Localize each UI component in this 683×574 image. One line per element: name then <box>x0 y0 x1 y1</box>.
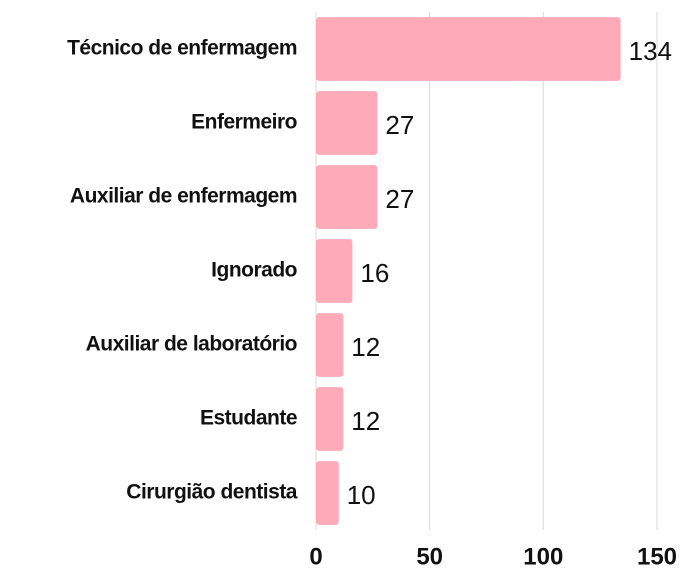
bar <box>316 165 378 229</box>
y-tick-label: Auxiliar de enfermagem <box>70 185 297 208</box>
value-label: 16 <box>360 258 389 288</box>
x-tick-label: 50 <box>416 543 443 570</box>
y-tick-label: Estudante <box>200 407 297 430</box>
y-tick-label: Técnico de enfermagem <box>67 37 297 60</box>
bar <box>316 239 353 303</box>
bar <box>316 91 378 155</box>
bar <box>316 387 344 451</box>
value-label: 12 <box>351 406 380 436</box>
bar <box>316 17 621 81</box>
y-tick-label: Ignorado <box>211 259 297 282</box>
value-label: 27 <box>385 110 414 140</box>
x-tick-label: 150 <box>637 543 677 570</box>
bar <box>316 313 344 377</box>
x-tick-label: 0 <box>309 543 322 570</box>
y-tick-label: Auxiliar de laboratório <box>86 333 297 356</box>
value-label: 10 <box>347 480 376 510</box>
x-tick-label: 100 <box>523 543 563 570</box>
value-label: 134 <box>629 36 672 66</box>
value-label: 27 <box>385 184 414 214</box>
value-label: 12 <box>351 332 380 362</box>
y-tick-label: Cirurgião dentista <box>126 481 298 504</box>
bar <box>316 461 339 525</box>
y-tick-label: Enfermeiro <box>191 111 297 134</box>
